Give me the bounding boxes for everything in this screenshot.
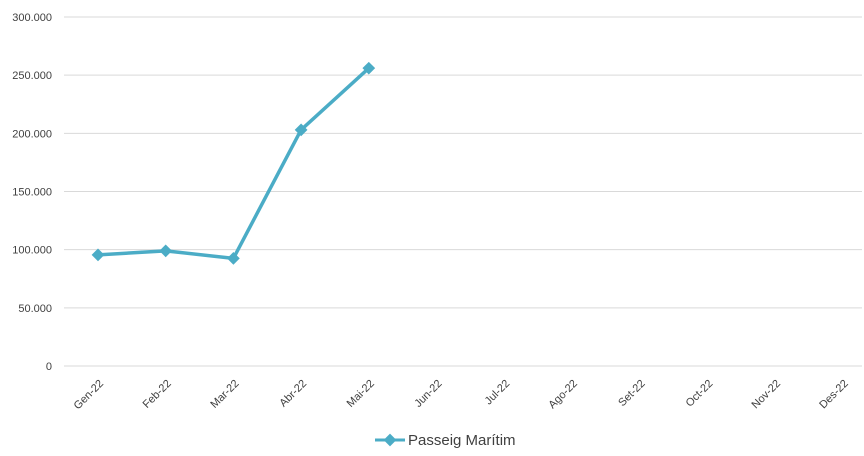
series-line — [97, 66, 370, 261]
x-tick-label: Oct-22 — [684, 378, 716, 410]
x-tick-label: Gen-22 — [72, 378, 106, 412]
data-point-marker — [159, 244, 173, 258]
y-axis-ticks: 0 50.000 100.000 150.000 200.000 250.000 300.0… — [12, 12, 52, 373]
x-tick-label: Mar-22 — [208, 378, 241, 411]
y-tick-label: 100.000 — [12, 245, 52, 257]
y-tick-label: 150.000 — [12, 187, 52, 199]
x-tick-label: Ago-22 — [546, 378, 580, 412]
y-tick-label: 200.000 — [12, 128, 52, 140]
x-tick-label: Mai-22 — [345, 378, 377, 410]
data-point-marker — [91, 248, 105, 262]
data-point-marker — [362, 61, 376, 75]
x-axis-ticks: Gen-22 Feb-22 Mar-22 Abr-22 Mai-22 Jun-22 Jul-… — [72, 378, 851, 412]
y-tick-label: 250.000 — [12, 70, 52, 82]
x-tick-label: Nov-22 — [750, 378, 784, 412]
y-tick-label: 0 — [46, 361, 52, 373]
x-tick-label: Feb-22 — [141, 378, 174, 411]
x-tick-label: Set-22 — [616, 378, 647, 409]
legend-marker — [383, 433, 397, 447]
x-tick-label: Des-22 — [817, 378, 851, 412]
gridlines — [64, 16, 862, 367]
series-layer — [91, 61, 376, 265]
data-point-marker — [227, 252, 240, 265]
x-tick-label: Abr-22 — [277, 378, 309, 410]
x-tick-label: Jun-22 — [412, 378, 444, 410]
legend: Passeig Marítim — [375, 432, 516, 449]
x-tick-label: Jul-22 — [483, 378, 513, 408]
y-tick-label: 50.000 — [18, 303, 52, 315]
legend-label: Passeig Marítim — [408, 432, 516, 449]
y-tick-label: 300.000 — [12, 12, 52, 24]
